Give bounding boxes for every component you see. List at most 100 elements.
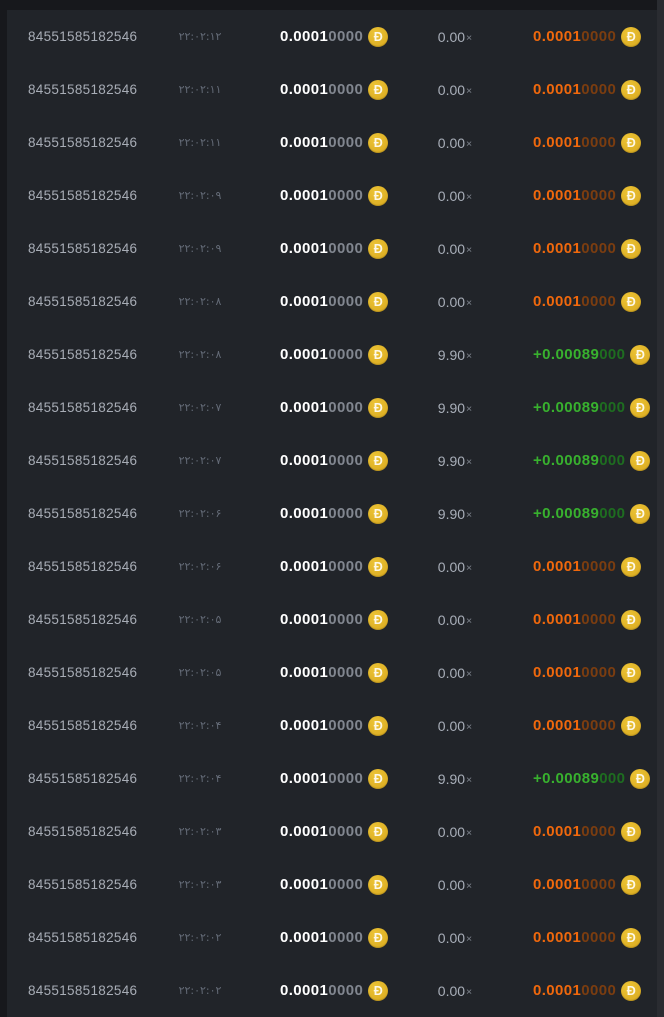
- bet-id: 84551585182546: [28, 82, 138, 97]
- bet-amount-trailing-zeros: 0000: [328, 770, 364, 787]
- profit-amount-main: 0.0001: [533, 664, 582, 681]
- bet-time: ۲۲:۰۲:۰۶: [178, 560, 222, 573]
- dogecoin-icon: Đ: [621, 238, 642, 259]
- bet-row[interactable]: 84551585182546 ۲۲:۰۲:۰۹ 0.0001 0000 Đ 0.0…: [7, 169, 664, 222]
- bet-row[interactable]: 84551585182546 ۲۲:۰۲:۱۱ 0.0001 0000 Đ 0.0…: [7, 116, 664, 169]
- bet-row[interactable]: 84551585182546 ۲۲:۰۲:۰۵ 0.0001 0000 Đ 0.0…: [7, 593, 664, 646]
- bet-amount-trailing-zeros: 0000: [328, 399, 364, 416]
- bet-row[interactable]: 84551585182546 ۲۲:۰۲:۱۱ 0.0001 0000 Đ 0.0…: [7, 63, 664, 116]
- multiply-symbol: ×: [466, 296, 473, 309]
- dogecoin-icon: Đ: [621, 609, 642, 630]
- bet-amount-main: 0.0001: [280, 823, 329, 840]
- multiplier: 0.00×: [420, 559, 490, 575]
- profit-amount: 0.0001 0000 Đ: [490, 662, 664, 683]
- multiplier-value: 0.00: [437, 81, 466, 98]
- profit-amount-trailing-zeros: 0000: [581, 823, 617, 840]
- scrollbar[interactable]: [657, 0, 664, 1017]
- bet-time: ۲۲:۰۲:۱۱: [178, 136, 222, 149]
- bet-id: 84551585182546: [28, 453, 138, 468]
- bet-time: ۲۲:۰۲:۰۳: [178, 825, 222, 838]
- bet-amount-main: 0.0001: [280, 81, 329, 98]
- bet-amount-main: 0.0001: [280, 346, 329, 363]
- bet-amount-main: 0.0001: [280, 399, 329, 416]
- profit-amount-main: 0.0001: [533, 293, 582, 310]
- bet-time: ۲۲:۰۲:۰۷: [178, 454, 222, 467]
- profit-amount-main: 0.0001: [533, 823, 582, 840]
- multiplier: 0.00×: [420, 718, 490, 734]
- profit-amount-main: +0.00089: [533, 399, 600, 416]
- dogecoin-icon: Đ: [368, 132, 389, 153]
- multiply-symbol: ×: [466, 985, 473, 998]
- bet-amount-trailing-zeros: 0000: [328, 187, 364, 204]
- dogecoin-icon: Đ: [368, 662, 389, 683]
- multiply-symbol: ×: [466, 561, 473, 574]
- bet-amount-trailing-zeros: 0000: [328, 823, 364, 840]
- bet-time: ۲۲:۰۲:۱۲: [178, 30, 222, 43]
- bet-row[interactable]: 84551585182546 ۲۲:۰۲:۰۳ 0.0001 0000 Đ 0.0…: [7, 805, 664, 858]
- multiplier: 0.00×: [420, 294, 490, 310]
- bet-row[interactable]: 84551585182546 ۲۲:۰۲:۰۸ 0.0001 0000 Đ 0.0…: [7, 275, 664, 328]
- bet-row[interactable]: 84551585182546 ۲۲:۰۲:۰۷ 0.0001 0000 Đ 9.9…: [7, 434, 664, 487]
- multiply-symbol: ×: [466, 243, 473, 256]
- bet-id: 84551585182546: [28, 506, 138, 521]
- multiplier: 0.00×: [420, 824, 490, 840]
- multiply-symbol: ×: [466, 455, 473, 468]
- profit-amount-trailing-zeros: 0000: [581, 982, 617, 999]
- bet-amount-trailing-zeros: 0000: [328, 81, 364, 98]
- bet-row[interactable]: 84551585182546 ۲۲:۰۲:۰۴ 0.0001 0000 Đ 0.0…: [7, 699, 664, 752]
- profit-amount-main: 0.0001: [533, 81, 582, 98]
- bet-row[interactable]: 84551585182546 ۲۲:۰۲:۰۷ 0.0001 0000 Đ 9.9…: [7, 381, 664, 434]
- multiply-symbol: ×: [466, 137, 473, 150]
- multiply-symbol: ×: [466, 190, 473, 203]
- bet-row[interactable]: 84551585182546 ۲۲:۰۲:۰۲ 0.0001 0000 Đ 0.0…: [7, 964, 664, 1017]
- dogecoin-icon: Đ: [630, 450, 651, 471]
- dogecoin-icon: Đ: [368, 556, 389, 577]
- multiply-symbol: ×: [466, 667, 473, 680]
- profit-amount: 0.0001 0000 Đ: [490, 874, 664, 895]
- multiplier: 0.00×: [420, 188, 490, 204]
- bet-row[interactable]: 84551585182546 ۲۲:۰۲:۰۳ 0.0001 0000 Đ 0.0…: [7, 858, 664, 911]
- dogecoin-icon: Đ: [621, 821, 642, 842]
- profit-amount: 0.0001 0000 Đ: [490, 927, 664, 948]
- bet-amount-trailing-zeros: 0000: [328, 505, 364, 522]
- dogecoin-icon: Đ: [621, 662, 642, 683]
- dogecoin-icon: Đ: [368, 26, 389, 47]
- bet-row[interactable]: 84551585182546 ۲۲:۰۲:۰۸ 0.0001 0000 Đ 9.9…: [7, 328, 664, 381]
- bet-amount-trailing-zeros: 0000: [328, 240, 364, 257]
- profit-amount: 0.0001 0000 Đ: [490, 238, 664, 259]
- dogecoin-icon: Đ: [621, 874, 642, 895]
- profit-amount-main: 0.0001: [533, 611, 582, 628]
- bet-amount-trailing-zeros: 0000: [328, 558, 364, 575]
- bet-row[interactable]: 84551585182546 ۲۲:۰۲:۰۹ 0.0001 0000 Đ 0.0…: [7, 222, 664, 275]
- multiply-symbol: ×: [466, 402, 473, 415]
- bet-time: ۲۲:۰۲:۰۴: [178, 772, 222, 785]
- bet-row[interactable]: 84551585182546 ۲۲:۰۲:۰۶ 0.0001 0000 Đ 0.0…: [7, 540, 664, 593]
- profit-amount: 0.0001 0000 Đ: [490, 609, 664, 630]
- profit-amount-main: 0.0001: [533, 929, 582, 946]
- profit-amount-trailing-zeros: 000: [599, 505, 626, 522]
- bet-amount: 0.0001 0000 Đ: [240, 397, 420, 418]
- profit-amount: +0.00089 000 Đ: [490, 768, 664, 789]
- bet-time: ۲۲:۰۲:۰۶: [178, 507, 222, 520]
- bet-amount-main: 0.0001: [280, 982, 329, 999]
- bet-row[interactable]: 84551585182546 ۲۲:۰۲:۰۵ 0.0001 0000 Đ 0.0…: [7, 646, 664, 699]
- bet-row[interactable]: 84551585182546 ۲۲:۰۲:۰۲ 0.0001 0000 Đ 0.0…: [7, 911, 664, 964]
- dogecoin-icon: Đ: [621, 79, 642, 100]
- bet-id: 84551585182546: [28, 824, 138, 839]
- profit-amount-main: 0.0001: [533, 558, 582, 575]
- profit-amount: 0.0001 0000 Đ: [490, 556, 664, 577]
- multiplier-value: 9.90: [437, 505, 466, 522]
- bet-amount: 0.0001 0000 Đ: [240, 132, 420, 153]
- profit-amount-trailing-zeros: 0000: [581, 717, 617, 734]
- bet-amount-main: 0.0001: [280, 611, 329, 628]
- bet-amount: 0.0001 0000 Đ: [240, 715, 420, 736]
- bet-row[interactable]: 84551585182546 ۲۲:۰۲:۱۲ 0.0001 0000 Đ 0.0…: [7, 10, 664, 63]
- profit-amount: 0.0001 0000 Đ: [490, 980, 664, 1001]
- bet-amount-trailing-zeros: 0000: [328, 28, 364, 45]
- profit-amount-main: 0.0001: [533, 134, 582, 151]
- bet-time: ۲۲:۰۲:۱۱: [178, 83, 222, 96]
- bet-amount-trailing-zeros: 0000: [328, 452, 364, 469]
- bet-row[interactable]: 84551585182546 ۲۲:۰۲:۰۶ 0.0001 0000 Đ 9.9…: [7, 487, 664, 540]
- profit-amount-trailing-zeros: 0000: [581, 929, 617, 946]
- bet-row[interactable]: 84551585182546 ۲۲:۰۲:۰۴ 0.0001 0000 Đ 9.9…: [7, 752, 664, 805]
